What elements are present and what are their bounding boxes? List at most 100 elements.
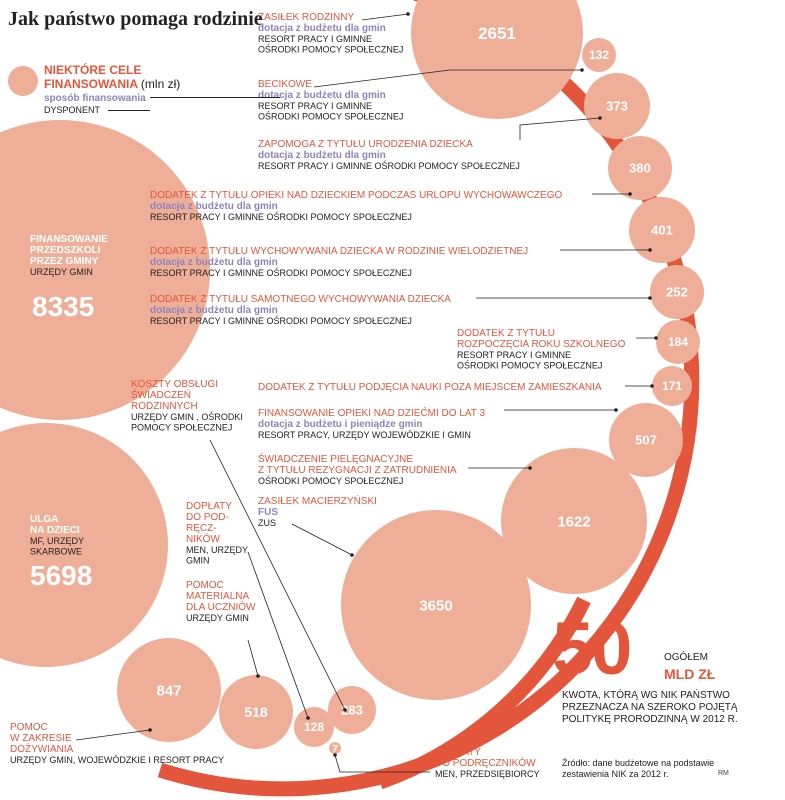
label-title-opieka-do-3: FINANSOWANIE OPIEKI NAD DZIEĆMI DO LAT 3 (258, 406, 486, 419)
value-label-koszty-obslugi: 128 (304, 720, 324, 734)
label-title-swiadczenie-pielegnacyjne: Z TYTUŁU REZYGNACJI Z ZATRUDNIENIA (258, 465, 457, 476)
connector-line (247, 639, 259, 677)
legend-connector (108, 110, 150, 111)
label-title-dodatek-nauka: DODATEK Z TYTUŁU PODJĘCIA NAUKI POZA MIE… (258, 382, 602, 393)
legend-method-label: sposób finansowania (44, 93, 146, 104)
label-title-dodatek-urlop: DODATEK Z TYTUŁU OPIEKI NAD DZIECKIEM PO… (150, 190, 562, 201)
label-title-ulga-na-dzieci: NA DZIECI (30, 525, 80, 536)
value-label-opieka-do-3: 1622 (557, 513, 590, 530)
source-note: Źródło: dane budżetowe na podstawie zest… (562, 758, 715, 779)
label-title-pomoc-dozywianie: DOŻYWIANIA (10, 742, 74, 755)
label-disposer-zasilek-rodzinny: RESORT PRACY I GMINNE (258, 34, 372, 44)
value-label-dodatek-samotne: 184 (668, 335, 688, 349)
label-title-swiadczenie-pielegnacyjne: ŚWIADCZENIE PIELĘGNACYJNE (258, 452, 413, 465)
bubble-pomoc-dozywianie (117, 638, 221, 742)
label-title-doplaty-podreczniki-1: DO POD- (186, 512, 229, 523)
bubble-swiadczenie-pielegnacyjne (341, 510, 531, 700)
label-disposer-ulga-na-dzieci: SKARBOWE (30, 547, 82, 557)
connector-dot (148, 728, 152, 732)
connector-dot (343, 708, 347, 712)
value-label-dodatek-wielodzietna: 252 (666, 285, 688, 300)
label-title-pomoc-materialna: POMOC (186, 580, 224, 591)
bubble-zapomoga (608, 136, 672, 200)
total-unit: MLD ZŁ (664, 666, 716, 682)
bubble-zasilek-rodzinny (411, 0, 583, 119)
legend-heading: NIEKTÓRE CELE FINANSOWANIA (mln zł) (44, 63, 204, 91)
label-disposer-dodatek-rok-szkolny: RESORT PRACY I GMINNE (457, 350, 571, 360)
label-title-pomoc-materialna: MATERIALNA (186, 591, 249, 602)
label-disposer-doplaty-podreczniki-1: GMIN (186, 556, 210, 566)
bubble-becikowe (584, 73, 650, 139)
label-disposer-dodatek-wielodzietna: RESORT PRACY I GMINNE OŚRODKI POMOCY SPO… (150, 267, 412, 278)
total-label: OGÓŁEM (664, 652, 708, 663)
value-label-dodatek-urlop: 401 (651, 223, 673, 238)
connector-dot (406, 12, 410, 16)
label-method-zasilek-rodzinny: dotacja z budżetu dla gmin (258, 23, 386, 34)
value-label-zasilek-132: 132 (589, 48, 609, 62)
value-label-becikowe: 373 (606, 99, 628, 114)
label-method-dodatek-samotne: dotacja z budżetu dla gmin (150, 305, 278, 316)
label-title-dodatek-rok-szkolny: ROZPOCZĘCIA ROKU SZKOLNEGO (457, 339, 626, 350)
legend-heading-text: NIEKTÓRE CELE FINANSOWANIA (44, 63, 142, 91)
label-title-zasilek-rodzinny: ZASIŁEK RODZINNY (258, 12, 354, 23)
total-description: KWOTA, KTÓRĄ WG NIK PAŃSTWO PRZEZNACZA N… (562, 690, 738, 725)
label-title-przedszkola: PRZEZ GMINY (30, 256, 99, 267)
label-disposer-doplaty-podreczniki-1: MEN, URZĘDY (186, 545, 248, 555)
connector-dot (350, 553, 354, 557)
label-disposer-dodatek-urlop: RESORT PRACY I GMINNE OŚRODKI POMOCY SPO… (150, 211, 412, 222)
connector-dot (580, 68, 584, 72)
label-disposer-koszty-obslugi: URZĘDY GMIN , OŚRODKI (131, 411, 243, 422)
value-label-przedszkola: 8335 (32, 291, 94, 322)
label-disposer-pomoc-dozywianie: URZĘDY GMIN, WOJEWÓDZKIE I RESORT PRACY (10, 755, 224, 765)
connector-line (334, 754, 430, 773)
page-title: Jak państwo pomaga rodzinie (8, 8, 263, 30)
label-title-doplaty-podreczniki-2: DOPŁATY (435, 747, 481, 758)
label-title-pomoc-dozywianie: W ZAKRESIE (10, 733, 72, 744)
label-title-ulga-na-dzieci: ULGA (30, 514, 58, 525)
bubble-doplaty-podreczniki-1 (329, 742, 341, 754)
connector-line (519, 117, 601, 140)
label-title-koszty-obslugi: KOSZTY OBSŁUGI (131, 379, 218, 390)
label-title-pomoc-materialna: DLA UCZNIÓW (186, 600, 256, 613)
connector-line (361, 13, 409, 21)
connector-line (247, 551, 309, 719)
connector-line (291, 523, 353, 556)
bubble-dodatek-nauka (609, 403, 683, 477)
label-title-doplaty-podreczniki-1: RĘCZ- (186, 523, 217, 534)
label-method-opieka-do-3: dotacja z budżetu i pieniądze gmin (258, 419, 422, 430)
connector-dot (333, 753, 337, 757)
bubble-ulga-na-dzieci (0, 423, 168, 667)
label-title-dodatek-rok-szkolny: DODATEK Z TYTUŁU (457, 328, 555, 339)
legend-disposer-label: DYSPONENT (44, 105, 101, 115)
label-title-pomoc-dozywianie: POMOC (10, 722, 48, 733)
label-title-doplaty-podreczniki-2: DO PODRĘCZNIKÓW (435, 756, 536, 769)
label-method-dodatek-wielodzietna: dotacja z budżetu dla gmin (150, 257, 278, 268)
connector-dot (528, 466, 532, 470)
bubble-pomoc-materialna (219, 675, 293, 749)
connector-dot (648, 296, 652, 300)
label-method-dodatek-urlop: dotacja z budżetu dla gmin (150, 201, 278, 212)
label-title-dodatek-wielodzietna: DODATEK Z TYTUŁU WYCHOWYWANIA DZIECKA W … (150, 246, 528, 257)
label-title-koszty-obslugi: RODZINNYCH (131, 401, 198, 412)
value-label-pomoc-dozywianie: 847 (156, 682, 181, 699)
bubble-zasilek-macierzynski (328, 686, 376, 734)
legend-connector (150, 97, 280, 98)
value-label-zasilek-macierzynski: 283 (341, 703, 363, 718)
connector-line (209, 439, 346, 711)
label-disposer-becikowe: RESORT PRACY I GMINNE (258, 101, 372, 111)
label-title-doplaty-podreczniki-1: NIKÓW (186, 532, 220, 545)
label-title-dodatek-samotne: DODATEK Z TYTUŁU SAMOTNEGO WYCHOWYWANIA … (150, 294, 451, 305)
label-title-przedszkola: FINANSOWANIE (30, 234, 108, 245)
label-title-doplaty-podreczniki-1: DOPŁATY (186, 501, 232, 512)
bubble-dodatek-rok-szkolny (652, 366, 692, 406)
legend-bubble (8, 66, 38, 96)
connector-dot (598, 116, 602, 120)
value-label-zasilek-rodzinny: 2651 (478, 24, 516, 43)
total-value: 50 (552, 607, 632, 690)
value-label-doplaty-podreczniki-1: 7 (332, 744, 338, 755)
bubble-dodatek-urlop (629, 197, 695, 263)
label-disposer-dodatek-rok-szkolny: OŚRODKI POMOCY SPOŁECZNEJ (457, 360, 602, 371)
connector-dot (654, 336, 658, 340)
label-disposer-becikowe: OŚRODKI POMOCY SPOŁECZNEJ (258, 111, 403, 122)
red-arc (377, 596, 591, 790)
